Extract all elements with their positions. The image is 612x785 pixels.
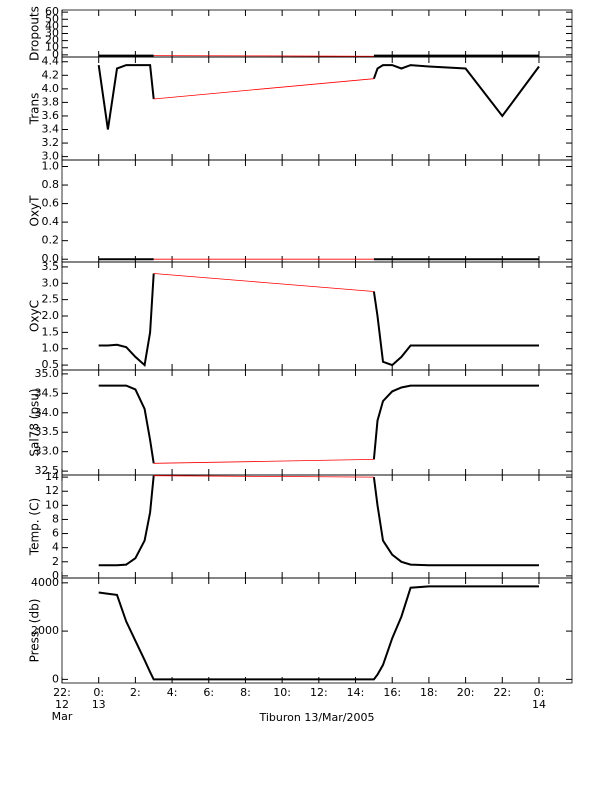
y-axis-label: Press. (db) (28, 599, 42, 663)
y-tick-label: 0 (52, 672, 59, 685)
y-tick-label: 3.8 (42, 95, 60, 108)
data-line (98, 384, 539, 464)
y-axis-label: OxyC (28, 300, 42, 332)
y-axis-label: Trans (28, 93, 42, 126)
y-axis-label: Sal78 (psu) (28, 388, 42, 456)
panel-frame (61, 159, 573, 263)
y-tick-label: 34.5 (35, 386, 60, 399)
y-tick-label: 3.0 (42, 150, 60, 163)
y-tick-label: 1.5 (42, 325, 60, 338)
y-axis-label: Temp. (C) (28, 498, 42, 556)
y-tick-label: 2.5 (42, 293, 60, 306)
y-tick-label: 32.5 (35, 464, 60, 477)
y-tick-label: 0 (52, 569, 59, 582)
data-line (153, 273, 374, 292)
data-line (98, 585, 539, 681)
x-tick-label: 6: (203, 686, 215, 699)
y-tick-label: 33.0 (35, 445, 60, 458)
y-tick-label: 4 (52, 541, 59, 554)
y-tick-label: 8 (52, 512, 59, 525)
data-line (97, 64, 540, 130)
x-tick-label: 18: (420, 686, 438, 699)
y-tick-label: 35.0 (35, 367, 60, 380)
y-axis-label: Dropouts (28, 6, 42, 61)
y-tick-label: 2 (52, 555, 59, 568)
panel-frame (61, 9, 573, 58)
y-tick-label: 2000 (31, 624, 59, 637)
x-tick-label: 10: (273, 686, 291, 699)
panel-frame (61, 577, 573, 684)
y-tick-label: 60 (45, 5, 59, 18)
y-tick-label: 0.2 (42, 234, 60, 247)
y-tick-label: 0.6 (42, 197, 60, 210)
y-tick-label: 3.2 (42, 136, 60, 149)
x-tick-label: 22: 12 Mar (51, 686, 73, 723)
data-line (153, 78, 374, 100)
y-tick-label: 14 (45, 470, 59, 483)
y-tick-label: 20 (45, 34, 59, 47)
y-tick-label: 2.0 (42, 309, 60, 322)
y-tick-label: 33.5 (35, 425, 60, 438)
x-tick-label: 4: (166, 686, 178, 699)
data-line (153, 55, 374, 57)
x-tick-label: 8: (240, 686, 251, 699)
y-tick-label: 4000 (31, 576, 59, 589)
y-tick-label: 12 (45, 484, 59, 497)
y-tick-label: 3.6 (42, 109, 60, 122)
x-tick-label: 0: 14 (531, 686, 546, 711)
y-tick-label: 4.2 (42, 68, 60, 81)
y-tick-label: 0.5 (42, 358, 60, 371)
x-tick-label: 2: (130, 686, 141, 699)
panel-frame (61, 261, 573, 371)
y-tick-label: 3.5 (42, 260, 60, 273)
y-tick-label: 0 (52, 48, 59, 61)
y-tick-label: 34.0 (35, 406, 60, 419)
y-axis-label: OxyT (28, 195, 42, 227)
y-tick-label: 40 (45, 19, 59, 32)
x-tick-label: 22: (493, 686, 512, 699)
y-tick-label: 0.0 (42, 252, 60, 265)
y-tick-label: 10 (45, 498, 59, 511)
data-line (153, 459, 374, 464)
y-tick-label: 50 (45, 12, 59, 25)
data-line (98, 273, 539, 368)
y-tick-label: 0.8 (42, 178, 60, 191)
y-tick-label: 1.0 (42, 159, 60, 172)
x-tick-label: 16: (383, 686, 402, 699)
x-tick-label: 14: (346, 686, 365, 699)
y-tick-label: 10 (45, 41, 59, 54)
data-line (153, 475, 374, 478)
y-tick-label: 30 (45, 27, 59, 40)
x-tick-label: 0: 13 (91, 686, 106, 711)
y-tick-label: 3.4 (42, 123, 60, 136)
panel-frame (61, 474, 573, 579)
y-tick-label: 4.4 (42, 55, 60, 68)
y-tick-label: 1.0 (42, 342, 60, 355)
y-tick-label: 0.4 (42, 215, 60, 228)
y-tick-label: 3.0 (42, 276, 60, 289)
y-tick-label: 4.0 (42, 82, 60, 95)
data-line (98, 475, 539, 567)
x-tick-label: 20: (456, 686, 475, 699)
x-axis-label: Tiburon 13/Mar/2005 (258, 711, 374, 724)
y-tick-label: 6 (52, 527, 59, 540)
x-tick-label: 12: (309, 686, 328, 699)
